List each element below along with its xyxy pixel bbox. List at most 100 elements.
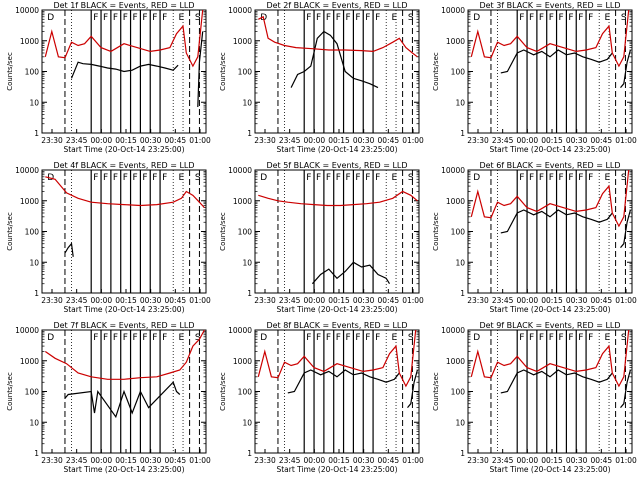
marker-letter: F	[365, 333, 370, 343]
y-tick-label: 1	[34, 449, 39, 458]
x-tick-label: 00:45	[378, 296, 400, 305]
marker-letter: F	[316, 173, 321, 183]
marker-letter: D	[47, 13, 54, 23]
y-tick-label: 1000	[20, 37, 39, 46]
x-tick-label: 23:45	[279, 456, 301, 465]
marker-letter: F	[152, 13, 157, 23]
y-tick-label: 10	[455, 258, 465, 267]
y-tick-label: 1	[460, 289, 465, 298]
series-lld-line	[44, 329, 205, 380]
panel-1: Det 1f BLACK = Events, RED = LLD 1 10 100 10…	[6, 1, 211, 154]
x-tick-label: 00:30	[353, 456, 375, 465]
panel-title: Det 6f BLACK = Events, RED = LLD	[479, 161, 620, 170]
y-axis-label: Counts/sec	[219, 212, 227, 251]
x-axis-label: Start Time (20-Oct-14 23:25:00)	[276, 305, 397, 314]
x-tick-label: 23:45	[492, 136, 514, 145]
marker-letter: E	[604, 13, 610, 23]
x-tick-label: 01:00	[189, 296, 211, 305]
marker-letter: F	[336, 333, 341, 343]
marker-letter: F	[559, 173, 564, 183]
panel-7: Det 7f BLACK = Events, RED = LLD 1 10 100 10…	[6, 321, 211, 474]
x-tick-label: 00:30	[140, 136, 162, 145]
marker-letter: D	[473, 333, 480, 343]
x-tick-label: 23:45	[66, 296, 88, 305]
y-tick-label: 1	[247, 449, 252, 458]
marker-letter: F	[588, 13, 593, 23]
marker-letter: F	[316, 333, 321, 343]
marker-letter: E	[391, 333, 397, 343]
panel-8: Det 8f BLACK = Events, RED = LLD 1 10 100 10…	[219, 321, 424, 474]
marker-letter: F	[529, 13, 534, 23]
y-tick-label: 1	[34, 289, 39, 298]
y-tick-label: 10000	[441, 326, 465, 335]
series-lld-line	[470, 329, 630, 388]
marker-letter: F	[306, 13, 311, 23]
x-tick-label: 00:15	[541, 136, 563, 145]
x-tick-label: 00:15	[328, 296, 350, 305]
y-tick-label: 1000	[233, 37, 252, 46]
marker-letter: D	[473, 173, 480, 183]
marker-letter: F	[549, 173, 554, 183]
y-tick-label: 10	[29, 98, 39, 107]
marker-letter: D	[260, 333, 267, 343]
marker-letter: F	[588, 333, 593, 343]
marker-letter: E	[391, 173, 397, 183]
marker-letter: F	[336, 173, 341, 183]
marker-letter: F	[375, 173, 380, 183]
y-tick-label: 100	[238, 228, 253, 237]
y-tick-label: 1000	[20, 197, 39, 206]
marker-letter: S	[621, 173, 627, 183]
marker-letter: F	[152, 173, 157, 183]
x-axis-label: Start Time (20-Oct-14 23:25:00)	[276, 465, 397, 474]
series-events-line	[500, 49, 631, 88]
series-lld-line	[470, 169, 630, 228]
y-tick-label: 10000	[228, 326, 252, 335]
x-tick-label: 00:45	[591, 456, 613, 465]
series-events-line	[290, 30, 379, 89]
x-tick-label: 00:00	[304, 456, 326, 465]
marker-letter: F	[346, 13, 351, 23]
y-tick-label: 10000	[15, 6, 39, 15]
y-tick-label: 1000	[233, 197, 252, 206]
x-axis-label: Start Time (20-Oct-14 23:25:00)	[489, 305, 610, 314]
x-axis-label: Start Time (20-Oct-14 23:25:00)	[276, 145, 397, 154]
marker-letter: F	[346, 173, 351, 183]
x-tick-label: 23:45	[492, 456, 514, 465]
x-tick-label: 00:30	[353, 136, 375, 145]
x-tick-label: 00:15	[115, 296, 137, 305]
marker-letter: F	[529, 333, 534, 343]
marker-letter: F	[375, 333, 380, 343]
y-tick-label: 1000	[233, 357, 252, 366]
y-tick-label: 1	[247, 129, 252, 138]
y-tick-label: 1	[460, 129, 465, 138]
marker-letter: F	[355, 333, 360, 343]
marker-letter: F	[152, 333, 157, 343]
marker-letter: F	[93, 173, 98, 183]
y-tick-label: 1000	[446, 197, 465, 206]
series-lld-line	[258, 15, 418, 58]
x-tick-label: 00:45	[378, 136, 400, 145]
panel-6: Det 6f BLACK = Events, RED = LLD 1 10 100 10…	[432, 161, 637, 314]
x-tick-label: 00:30	[353, 296, 375, 305]
x-tick-label: 00:00	[517, 456, 539, 465]
x-tick-label: 00:30	[140, 296, 162, 305]
marker-letter: F	[113, 13, 118, 23]
y-axis-label: Counts/sec	[219, 52, 227, 91]
marker-letter: F	[123, 333, 128, 343]
marker-letter: E	[178, 173, 184, 183]
y-axis-label: Counts/sec	[432, 212, 440, 251]
marker-letter: F	[306, 173, 311, 183]
panel-title: Det 4f BLACK = Events, RED = LLD	[53, 161, 194, 170]
marker-letter: F	[588, 173, 593, 183]
x-tick-label: 00:45	[378, 456, 400, 465]
y-axis-label: Counts/sec	[432, 52, 440, 91]
marker-letter: F	[316, 13, 321, 23]
y-tick-label: 100	[451, 68, 466, 77]
plot-frame	[41, 169, 207, 294]
x-tick-label: 23:30	[41, 136, 63, 145]
marker-letter: F	[93, 333, 98, 343]
x-tick-label: 00:00	[91, 136, 113, 145]
marker-letter: F	[162, 13, 167, 23]
x-axis-label: Start Time (20-Oct-14 23:25:00)	[489, 465, 610, 474]
y-tick-label: 10	[242, 98, 252, 107]
